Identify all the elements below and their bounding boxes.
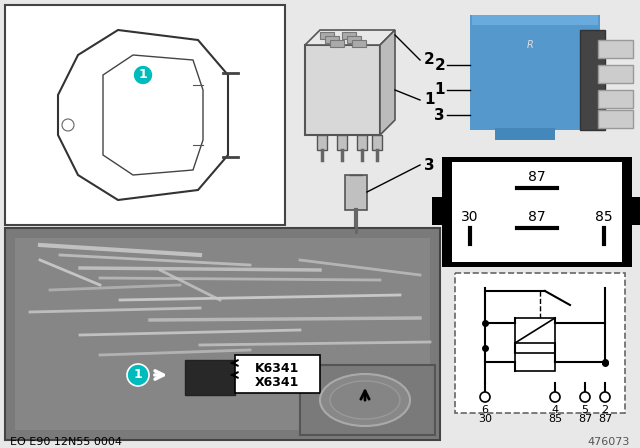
Bar	[442, 157, 632, 267]
Bar	[580, 30, 605, 130]
Polygon shape	[305, 30, 395, 45]
Bar	[630, 197, 640, 225]
Text: 4: 4	[552, 405, 559, 415]
Ellipse shape	[330, 381, 400, 419]
Circle shape	[480, 392, 490, 402]
Text: 476073: 476073	[588, 437, 630, 447]
Bar	[345, 175, 367, 210]
Bar	[317, 135, 327, 150]
Bar	[598, 90, 633, 108]
Text: 85: 85	[548, 414, 562, 424]
Polygon shape	[380, 30, 395, 135]
Text: 87: 87	[598, 414, 612, 424]
Circle shape	[580, 392, 590, 402]
Bar	[472, 15, 598, 25]
Circle shape	[600, 392, 610, 402]
Bar	[515, 353, 555, 371]
Circle shape	[127, 364, 149, 386]
Bar	[347, 36, 361, 43]
Bar	[235, 355, 320, 393]
Bar	[320, 32, 334, 39]
Bar	[300, 365, 435, 435]
Circle shape	[133, 65, 153, 85]
Bar	[432, 197, 444, 225]
Text: 1: 1	[424, 92, 435, 108]
Bar	[15, 238, 430, 430]
Circle shape	[550, 392, 560, 402]
Bar	[5, 228, 440, 440]
Text: 3: 3	[424, 158, 435, 172]
Bar	[515, 318, 555, 343]
Bar	[470, 15, 600, 130]
Text: 30: 30	[478, 414, 492, 424]
Text: 1: 1	[134, 369, 142, 382]
Text: 1: 1	[139, 69, 147, 82]
Text: EO E90 12N55 0004: EO E90 12N55 0004	[10, 437, 122, 447]
Text: X6341: X6341	[255, 375, 299, 388]
Bar	[185, 360, 235, 395]
Text: 1: 1	[435, 82, 445, 98]
Text: 85: 85	[595, 210, 613, 224]
Text: 2: 2	[602, 405, 609, 415]
Text: 87: 87	[528, 210, 546, 224]
Bar	[598, 65, 633, 83]
Bar	[598, 40, 633, 58]
Text: 30: 30	[461, 210, 479, 224]
Text: 2: 2	[424, 52, 435, 68]
Bar	[352, 40, 366, 47]
Text: 5: 5	[582, 405, 589, 415]
Text: R: R	[527, 40, 533, 50]
Bar	[330, 40, 344, 47]
Text: K6341: K6341	[255, 362, 299, 375]
Bar	[325, 36, 339, 43]
Bar	[305, 45, 380, 135]
Bar	[452, 162, 622, 262]
Text: 6: 6	[481, 405, 488, 415]
Text: 3: 3	[435, 108, 445, 122]
Bar	[342, 32, 356, 39]
Text: 87: 87	[528, 170, 546, 184]
Bar	[357, 135, 367, 150]
Bar	[372, 135, 382, 150]
Text: 87: 87	[578, 414, 592, 424]
Bar	[455, 273, 625, 413]
Ellipse shape	[320, 374, 410, 426]
Bar	[337, 135, 347, 150]
Bar	[495, 128, 555, 140]
Bar	[5, 5, 285, 225]
Bar	[598, 110, 633, 128]
Text: 2: 2	[435, 57, 445, 73]
